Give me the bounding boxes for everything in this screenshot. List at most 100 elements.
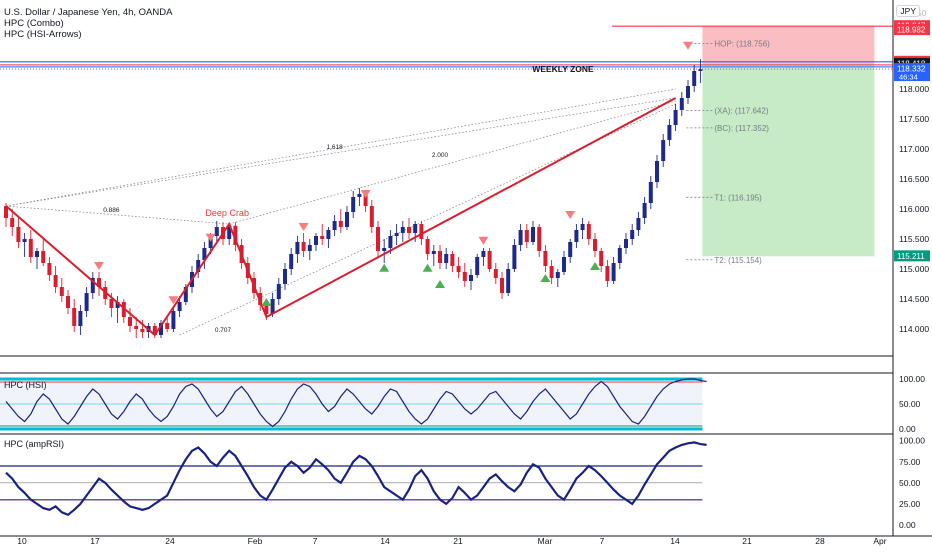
candle-body (214, 227, 219, 236)
candle-body (177, 302, 182, 311)
candle-body (456, 266, 461, 272)
candle-body (568, 242, 573, 257)
candle-body (648, 182, 653, 203)
time-axis-label: 17 (90, 536, 100, 546)
candle-body (35, 251, 39, 257)
candle-body (655, 161, 659, 182)
candle-body (636, 218, 641, 230)
candle-body (159, 323, 163, 335)
candle-body (413, 224, 418, 233)
candle-body (624, 239, 628, 248)
candle-body (53, 275, 58, 287)
buy-arrow-icon (261, 298, 272, 306)
currency-button[interactable]: JPY (896, 5, 920, 17)
target-level-label: T2: (115.154) (714, 256, 762, 265)
time-axis-label: 21 (742, 536, 752, 546)
candle-body (109, 299, 114, 308)
candle-body (326, 230, 331, 239)
candle-body (59, 287, 64, 296)
pattern-label: Deep Crab (205, 208, 249, 218)
candle-body (438, 251, 442, 263)
candle-body (208, 236, 213, 248)
candle-body (10, 218, 15, 227)
fib-ratio-line (5, 97, 676, 207)
candle-body (524, 230, 529, 242)
candle-body (431, 251, 436, 254)
candle-body (599, 251, 604, 266)
price-tag-label: 115.211 (897, 252, 925, 261)
candle-body (617, 248, 622, 263)
candle-body (531, 227, 535, 242)
candle-body (357, 194, 362, 197)
candle-body (276, 284, 281, 299)
candle-body (686, 86, 690, 98)
candle-body (314, 236, 318, 245)
candle-body (363, 194, 368, 206)
candle-body (692, 71, 697, 86)
candle-body (667, 125, 672, 140)
indicator-arrows-label: HPC (HSI-Arrows) (4, 29, 82, 40)
candle-body (47, 263, 52, 275)
sell-arrow-icon (168, 296, 179, 305)
price-axis-label: 118.000 (899, 84, 929, 94)
candle-body (97, 278, 101, 287)
candle-body (22, 239, 27, 242)
candle-body (661, 140, 666, 161)
time-axis-label: 7 (600, 536, 605, 546)
candle-body (698, 69, 703, 71)
buy-arrow-icon (379, 263, 390, 272)
target-zone (702, 63, 875, 257)
time-axis-label: 14 (670, 536, 680, 546)
sell-arrow-icon (360, 190, 371, 198)
time-axis-label: 28 (815, 536, 825, 546)
candle-body (611, 263, 616, 281)
candle-body (400, 227, 405, 233)
hsi-axis-label: 0.00 (899, 424, 916, 434)
candle-body (165, 323, 170, 329)
candle-body (549, 266, 554, 278)
candle-body (227, 225, 232, 239)
candle-body (376, 227, 380, 251)
target-level-label: HOP: (118.756) (714, 40, 770, 49)
sell-arrow-icon (683, 41, 693, 50)
candle-body (382, 248, 387, 251)
candle-body (475, 257, 480, 275)
time-axis-label: 24 (165, 536, 175, 546)
price-axis-label: 115.500 (899, 234, 929, 244)
candle-body (202, 248, 207, 260)
time-axis-label: 10 (17, 536, 27, 546)
price-axis-label: 117.500 (899, 114, 929, 124)
candle-body (679, 98, 684, 110)
candle-body (320, 236, 325, 239)
time-axis-label: 14 (380, 536, 390, 546)
buy-arrow-icon (435, 280, 445, 288)
rsi-axis-label: 75.00 (899, 457, 921, 467)
candle-body (562, 257, 566, 272)
price-tag-box (894, 63, 930, 82)
time-axis-label: 7 (313, 536, 318, 546)
price-tag: 118.982 (894, 24, 930, 36)
candle-body (450, 254, 455, 266)
time-axis-label: Apr (873, 536, 886, 546)
candle-body (500, 278, 504, 293)
sell-arrow-icon (298, 223, 309, 231)
buy-arrow-icon (422, 263, 433, 272)
price-tag-label: 118.982 (897, 26, 926, 35)
sell-arrow-icon (94, 262, 104, 270)
rsi-line (5, 441, 707, 517)
sell-arrow-icon (205, 233, 216, 242)
candle-series (4, 59, 703, 338)
price-tag-box (894, 24, 930, 36)
ratio-label: 0.886 (103, 207, 120, 214)
sell-arrow-icon (478, 236, 489, 245)
price-axis-label: 116.500 (899, 174, 929, 184)
candle-body (444, 254, 449, 263)
candle-body (586, 224, 591, 239)
sell-arrow-icon (565, 211, 576, 219)
price-axis-label: 116.000 (899, 204, 929, 214)
candle-body (537, 227, 542, 251)
candle-body (121, 302, 126, 317)
price-tag-box (894, 250, 930, 262)
candle-body (345, 212, 349, 227)
